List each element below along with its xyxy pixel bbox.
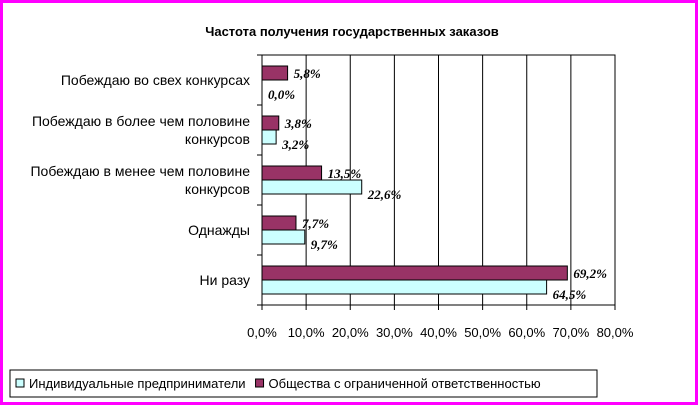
category-label: Однажды [188, 222, 250, 238]
bar-ooo [261, 65, 289, 81]
data-label-ooo: 69,2% [573, 266, 607, 281]
x-tick-label: 40,0% [420, 325, 457, 340]
bar-ip [261, 279, 548, 295]
data-label-ip: 0,0% [268, 87, 295, 102]
category-labels: Побеждаю во свех конкурсах Побеждаю в бол… [30, 72, 250, 288]
x-tick-label: 20,0% [332, 325, 369, 340]
category-label: Побеждаю в более чем половине [32, 113, 250, 129]
bar-chart: Частота получения государственных заказо… [9, 24, 634, 398]
axes [257, 54, 616, 310]
legend-label: Общества с ограниченной ответственностью [269, 376, 541, 391]
chart-title: Частота получения государственных заказо… [205, 24, 499, 39]
x-tick-label: 80,0% [597, 325, 634, 340]
data-label-ip: 22,6% [367, 187, 402, 202]
plot-area [261, 54, 616, 306]
x-tick-label: 70,0% [552, 325, 589, 340]
bar-ooo [261, 215, 297, 231]
bar-ip [261, 129, 277, 145]
x-tick-label: 30,0% [376, 325, 413, 340]
x-tick-label: 50,0% [464, 325, 501, 340]
bar-ooo [261, 165, 323, 181]
legend-swatch [255, 378, 265, 388]
category-label: Побеждаю в менее чем половине [30, 163, 250, 179]
category-label: Побеждаю во свех конкурсах [61, 72, 250, 88]
bar-ip [261, 229, 306, 245]
category-label: конкурсов [185, 181, 250, 197]
data-label-ooo: 7,7% [302, 216, 329, 231]
bars [261, 65, 568, 295]
data-label-ip: 64,5% [553, 287, 587, 302]
bar-ooo [261, 115, 280, 131]
x-tick-label: 0,0% [247, 325, 277, 340]
category-label: Ни разу [200, 272, 251, 288]
data-label-ip: 3,2% [281, 137, 309, 152]
legend-box [9, 369, 598, 398]
data-labels: 5,8% 0,0% 3,8% 3,2% 13,5% 22,6% 7,7% 9,7% 69,2% 6… [268, 66, 607, 302]
data-label-ip: 9,7% [311, 237, 338, 252]
data-label-ooo: 13,5% [328, 166, 362, 181]
x-tick-labels: 0,0% 10,0% 20,0% 30,0% 40,0% 50,0% 60,0% 70,0% 8… [247, 325, 634, 340]
legend: Индивидуальные предприниматели Общества с… [9, 369, 598, 398]
category-label: конкурсов [185, 131, 250, 147]
bar-ooo [261, 265, 568, 281]
x-tick-label: 60,0% [508, 325, 545, 340]
legend-label: Индивидуальные предприниматели [29, 376, 246, 391]
bar-ip [261, 179, 363, 195]
data-label-ooo: 3,8% [284, 116, 312, 131]
x-tick-label: 10,0% [288, 325, 325, 340]
legend-swatch [15, 378, 25, 388]
data-label-ooo: 5,8% [294, 66, 321, 81]
